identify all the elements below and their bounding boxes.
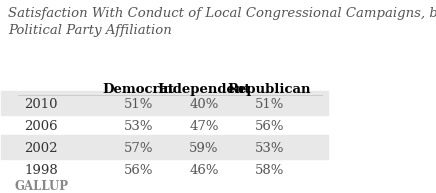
Text: 53%: 53% — [255, 142, 284, 155]
Text: 57%: 57% — [124, 142, 153, 155]
Text: 2006: 2006 — [24, 120, 58, 133]
Text: GALLUP: GALLUP — [14, 180, 68, 193]
Text: 51%: 51% — [124, 98, 153, 111]
Text: 56%: 56% — [124, 164, 153, 177]
Text: Satisfaction With Conduct of Local Congressional Campaigns, by
Political Party A: Satisfaction With Conduct of Local Congr… — [8, 7, 436, 37]
Bar — [1, 135, 328, 159]
Text: 47%: 47% — [189, 120, 219, 133]
Text: 53%: 53% — [124, 120, 153, 133]
Text: Democrat: Democrat — [103, 83, 175, 96]
Text: 40%: 40% — [189, 98, 219, 111]
Text: 58%: 58% — [255, 164, 284, 177]
Text: Republican: Republican — [228, 83, 311, 96]
Text: 2002: 2002 — [24, 142, 58, 155]
Text: 59%: 59% — [189, 142, 219, 155]
Text: 2010: 2010 — [24, 98, 58, 111]
Text: 1998: 1998 — [24, 164, 58, 177]
Text: 56%: 56% — [255, 120, 284, 133]
Text: 46%: 46% — [189, 164, 219, 177]
Bar — [1, 91, 328, 115]
Text: 51%: 51% — [255, 98, 284, 111]
Text: Independent: Independent — [157, 83, 251, 96]
